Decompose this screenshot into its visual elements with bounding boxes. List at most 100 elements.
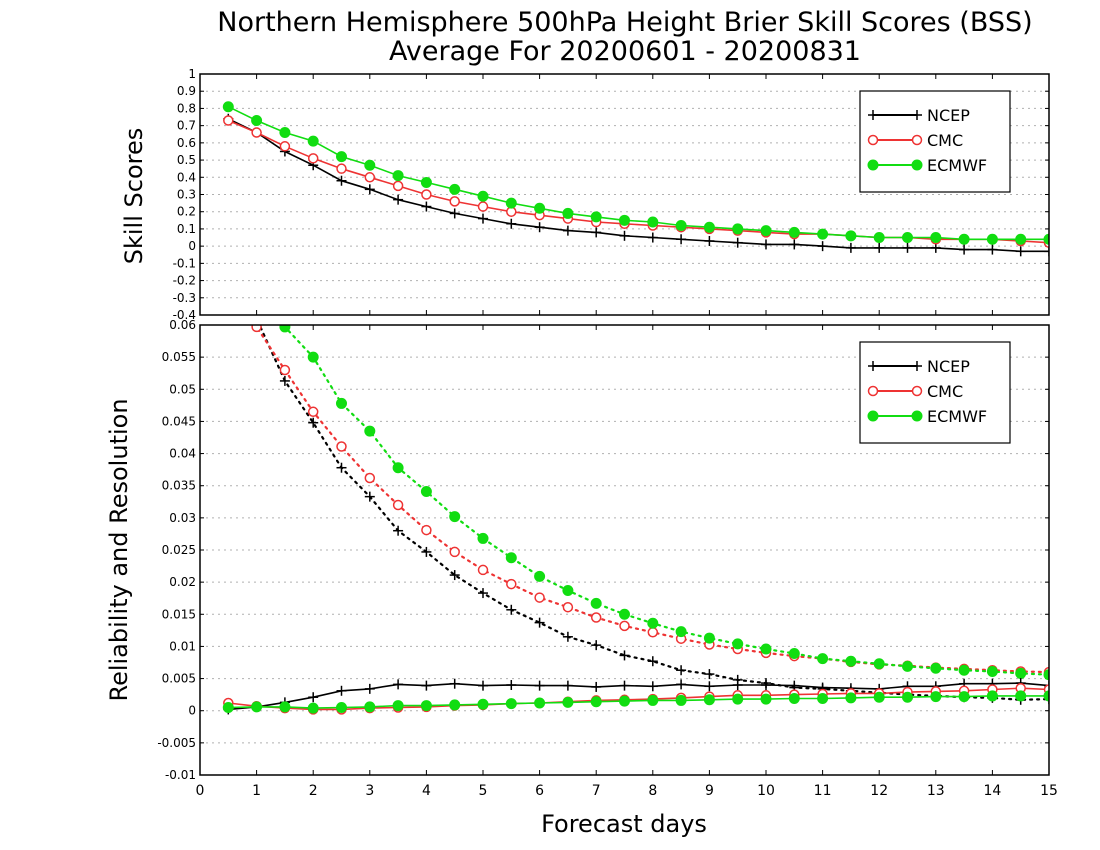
bottom-point-ncep	[364, 683, 375, 694]
bottom-point-ecmwf	[307, 351, 319, 363]
bottom-point-ncep	[789, 680, 800, 691]
x-tick-label: 5	[479, 783, 488, 799]
bottom-point-ncep	[279, 375, 290, 386]
top-point-ecmwf	[788, 226, 800, 238]
bottom-point-ecmwf	[788, 648, 800, 659]
top-point-ecmwf	[986, 233, 998, 245]
bottom-legend-marker-ncep	[912, 361, 922, 371]
top-point-ncep	[364, 184, 375, 195]
bottom-point-ncep	[308, 692, 319, 703]
bottom-point-ecmwf	[845, 692, 857, 704]
bottom-point-ncep	[676, 679, 687, 690]
bottom-point-ecmwf	[703, 632, 715, 644]
top-point-ecmwf	[902, 232, 913, 244]
bottom-y-tick-label: 0.04	[169, 447, 196, 461]
bottom-legend-label-ncep: NCEP	[927, 357, 970, 376]
bottom-point-ncep	[308, 417, 319, 428]
top-point-ecmwf	[760, 225, 772, 237]
bottom-point-cmc	[647, 627, 659, 638]
bottom-point-ncep	[562, 631, 573, 642]
bottom-point-ncep	[647, 656, 658, 667]
top-point-ncep	[534, 222, 545, 233]
bottom-point-ecmwf	[930, 691, 942, 703]
top-legend-marker-ncep	[868, 110, 878, 120]
bottom-point-ecmwf	[675, 694, 687, 706]
bottom-point-ncep	[647, 681, 658, 692]
top-point-ecmwf	[534, 202, 546, 214]
bottom-point-ecmwf	[279, 701, 291, 713]
bottom-point-ecmwf	[279, 325, 291, 333]
bottom-point-ecmwf	[1015, 690, 1027, 702]
bottom-point-ecmwf	[873, 658, 885, 670]
bottom-point-ecmwf	[477, 698, 489, 710]
bottom-point-ecmwf	[534, 570, 546, 582]
top-y-tick-label: 0.2	[177, 205, 196, 219]
x-tick-label: 14	[983, 783, 1001, 799]
bottom-point-ecmwf	[817, 653, 829, 665]
bottom-point-ncep	[336, 462, 347, 473]
bottom-point-ecmwf	[732, 638, 744, 650]
bottom-point-ncep	[761, 680, 771, 690]
bottom-point-ncep	[393, 525, 404, 536]
bottom-point-ncep	[676, 665, 687, 676]
bottom-legend-marker-ncep	[868, 361, 878, 371]
top-point-ecmwf	[873, 232, 885, 244]
bottom-point-ecmwf	[675, 626, 687, 638]
top-point-ecmwf	[449, 183, 461, 195]
bottom-point-ecmwf	[505, 698, 517, 710]
top-point-cmc	[251, 127, 262, 138]
top-point-ecmwf	[817, 228, 829, 240]
top-point-ncep	[930, 242, 941, 253]
top-point-cmc	[307, 153, 319, 164]
top-point-ecmwf	[732, 223, 744, 235]
bottom-point-cmc	[477, 564, 489, 576]
top-point-ncep	[817, 241, 828, 252]
bottom-y-tick-label: -0.005	[157, 736, 196, 750]
top-point-ncep	[591, 227, 602, 238]
bottom-point-cmc	[307, 406, 319, 418]
top-point-ecmwf	[307, 135, 319, 147]
bottom-point-ncep	[364, 491, 375, 502]
x-tick-label: 11	[814, 783, 832, 799]
top-point-cmc	[364, 172, 376, 183]
bottom-point-ncep	[223, 269, 233, 279]
bottom-point-ncep	[704, 669, 715, 680]
bottom-point-ncep	[449, 570, 460, 581]
top-point-ecmwf	[647, 216, 659, 228]
bottom-y-tick-label: 0	[188, 704, 196, 718]
top-point-ecmwf	[1043, 233, 1049, 245]
x-axis-label: Forecast days	[541, 810, 707, 838]
top-plot-frame	[199, 73, 1050, 316]
bottom-legend: NCEP CMC ECMWF	[859, 341, 1011, 444]
bottom-point-ncep	[591, 640, 602, 651]
top-point-cmc	[279, 141, 291, 152]
chart-title: Northern Hemisphere 500hPa Height Brier …	[217, 7, 1032, 38]
bottom-point-ecmwf	[986, 666, 998, 677]
bottom-series-line-cmc-dotted	[254, 325, 1049, 674]
bottom-series-line-ecmwf-solid	[228, 695, 1049, 709]
top-point-ecmwf	[420, 176, 432, 188]
top-point-ncep	[845, 242, 856, 253]
top-point-ecmwf	[364, 159, 376, 171]
bottom-point-cmc	[506, 578, 517, 590]
bottom-point-ecmwf	[590, 696, 602, 708]
top-y-tick-label: -0.2	[173, 274, 196, 288]
top-point-ncep	[647, 232, 658, 243]
bottom-y-tick-label: 0.015	[162, 607, 196, 621]
bottom-series-line-cmc-solid	[228, 687, 1049, 711]
x-tick-label: 12	[870, 783, 888, 799]
top-y-tick-label: 1	[188, 67, 196, 81]
bottom-plot-frame	[199, 324, 1050, 776]
top-point-ecmwf	[279, 127, 291, 139]
top-y-tick-label: 0.4	[177, 170, 196, 184]
top-point-ncep	[761, 239, 771, 250]
bottom-point-cmc	[421, 524, 432, 536]
bottom-point-ecmwf	[477, 532, 489, 544]
top-point-ecmwf	[336, 151, 347, 163]
top-point-ecmwf	[222, 101, 234, 113]
bottom-point-ncep	[421, 546, 432, 557]
top-point-ncep	[619, 230, 630, 241]
top-point-ecmwf	[590, 211, 602, 223]
bottom-legend-marker-ecmwf	[867, 410, 879, 422]
